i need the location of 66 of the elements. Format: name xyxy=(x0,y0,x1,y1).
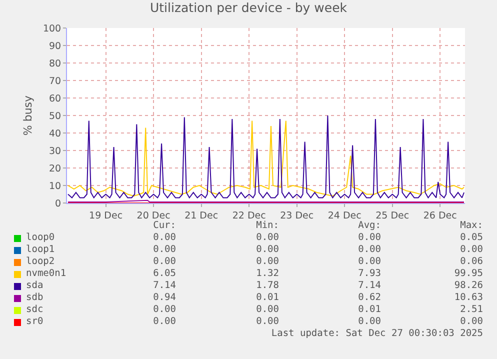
x-tick-label: 22 Dec xyxy=(232,210,266,222)
text: 7.14 xyxy=(358,280,381,292)
y-tick-label: 30 xyxy=(49,146,62,157)
text: 0.00 xyxy=(358,232,381,244)
text: 0.05 xyxy=(460,232,483,244)
text: 0.00 xyxy=(153,232,176,244)
text: Last update: Sat Dec 27 00:30:03 2025 xyxy=(271,328,483,340)
chart-title: Utilization per device - by week xyxy=(150,0,348,16)
text: 0.00 xyxy=(256,256,279,268)
y-tick-label: 10 xyxy=(49,180,62,192)
x-tick-label: 19 Dec xyxy=(89,210,123,222)
text: 0.00 xyxy=(358,256,381,268)
legend-label: loop1 xyxy=(26,244,55,256)
x-tick-label: 26 Dec xyxy=(423,210,457,222)
text: 99.95 xyxy=(454,268,483,280)
text: 10.63 xyxy=(454,292,483,304)
x-tick-label: 25 Dec xyxy=(376,210,410,222)
text: 7.14 xyxy=(153,280,176,292)
text: Avg: xyxy=(358,220,381,232)
y-tick-label: 80 xyxy=(49,58,62,70)
text: 0.00 xyxy=(153,244,176,256)
text: 2.51 xyxy=(460,304,483,316)
text: 0.00 xyxy=(358,244,381,256)
text: 0.62 xyxy=(358,292,381,304)
y-tick-label: 20 xyxy=(49,163,62,174)
text: 0.94 xyxy=(153,292,176,304)
text: 0.00 xyxy=(460,244,483,256)
text: 0.00 xyxy=(256,316,279,328)
legend-label: nvme0n1 xyxy=(26,268,66,280)
text: 98.26 xyxy=(454,280,483,292)
x-tick-label: 23 Dec xyxy=(280,210,314,222)
text: 0.00 xyxy=(256,244,279,256)
legend-label: sdc xyxy=(26,304,44,316)
text: 6.05 xyxy=(153,268,176,280)
legend-label: sr0 xyxy=(26,316,44,328)
y-tick-label: 70 xyxy=(49,76,62,87)
text: 0.00 xyxy=(256,232,279,244)
x-tick-label: 24 Dec xyxy=(328,210,362,222)
x-tick-label: 21 Dec xyxy=(184,210,218,222)
text: 0.01 xyxy=(358,304,381,316)
text: 1.78 xyxy=(256,280,279,292)
text: 0.00 xyxy=(460,316,483,328)
text: 0.00 xyxy=(153,304,176,316)
text: Cur: xyxy=(153,220,176,232)
legend-label: loop2 xyxy=(26,256,55,268)
text: 0.00 xyxy=(358,316,381,328)
y-tick-label: 90 xyxy=(49,40,62,52)
text: 1.32 xyxy=(256,268,279,280)
y-tick-label: 60 xyxy=(49,93,62,104)
legend-label: loop0 xyxy=(26,232,55,244)
legend-label: sdb xyxy=(26,292,44,304)
y-axis-title: % busy xyxy=(22,94,35,136)
text: 0.00 xyxy=(153,316,176,328)
text: 0.00 xyxy=(153,256,176,268)
legend-label: sda xyxy=(26,280,44,292)
x-tick-label: 20 Dec xyxy=(136,210,170,222)
text: Min: xyxy=(256,220,279,232)
text: Max: xyxy=(460,220,483,232)
y-tick-label: 50 xyxy=(49,110,62,122)
y-tick-label: 0 xyxy=(55,198,62,210)
text: 0.06 xyxy=(460,256,483,268)
text: 0.01 xyxy=(256,292,279,304)
y-tick-label: 40 xyxy=(49,128,62,140)
text: 0.00 xyxy=(256,304,279,316)
y-tick-label: 100 xyxy=(42,23,62,34)
text: 7.93 xyxy=(358,268,381,280)
